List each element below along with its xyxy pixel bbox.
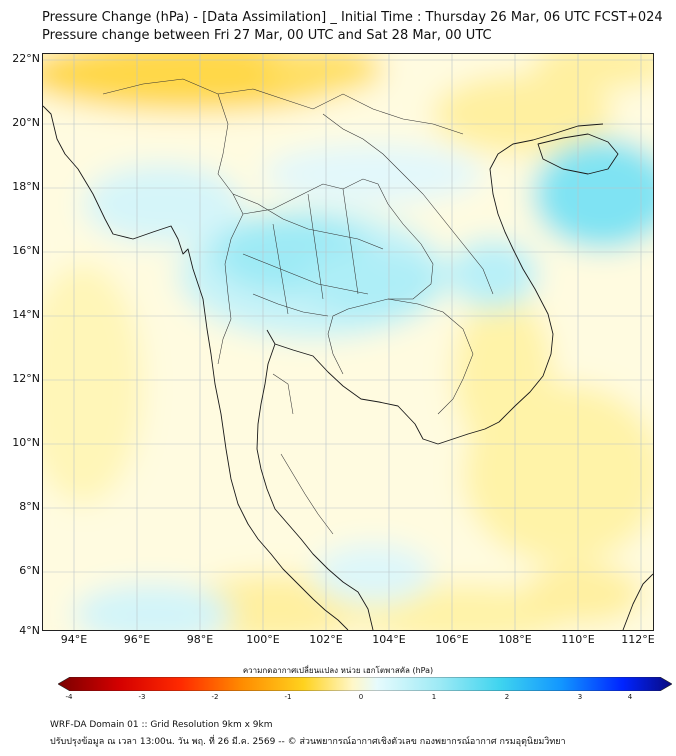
lat-tick-22: 22°N [12, 52, 40, 65]
country-borders [102, 78, 494, 535]
map-canvas [43, 54, 653, 630]
lon-tick-96: 96°E [123, 633, 151, 646]
graticule [43, 54, 653, 630]
cb-tick-m2: -2 [211, 693, 219, 701]
pressure-change-map [42, 53, 654, 631]
map-subtitle: Pressure change between Fri 27 Mar, 00 U… [42, 28, 492, 43]
lon-tick-102: 102°E [309, 633, 343, 646]
lat-tick-8: 8°N [19, 500, 40, 513]
cb-tick-1: 1 [431, 693, 437, 701]
lat-tick-16: 16°N [12, 244, 40, 257]
lat-tick-6: 6°N [19, 564, 40, 577]
lon-tick-98: 98°E [186, 633, 214, 646]
footer-credit: ปรับปรุงข้อมูล ณ เวลา 13:00น. วัน พฤ. ที… [50, 737, 566, 747]
lon-tick-104: 104°E [372, 633, 406, 646]
footer-model-info: WRF-DA Domain 01 :: Grid Resolution 9km … [50, 720, 273, 730]
colorbar [58, 677, 672, 691]
lat-tick-10: 10°N [12, 436, 40, 449]
lon-tick-100: 100°E [246, 633, 280, 646]
cb-tick-3: 3 [577, 693, 583, 701]
lon-tick-110: 110°E [561, 633, 595, 646]
cb-tick-0: 0 [358, 693, 364, 701]
colorbar-gradient [58, 677, 672, 691]
lon-tick-112: 112°E [621, 633, 655, 646]
lon-tick-94: 94°E [60, 633, 88, 646]
colorbar-title: ความกดอากาศเปลี่ยนแปลง หน่วย เฮกโตพาสคัล… [242, 666, 434, 675]
cb-tick-4: 4 [627, 693, 633, 701]
lat-tick-14: 14°N [12, 308, 40, 321]
cb-tick-m4: -4 [65, 693, 73, 701]
lat-tick-12: 12°N [12, 372, 40, 385]
lat-tick-20: 20°N [12, 116, 40, 129]
lon-tick-108: 108°E [498, 633, 532, 646]
lon-tick-106: 106°E [435, 633, 469, 646]
cb-tick-2: 2 [504, 693, 510, 701]
coastlines [43, 105, 653, 630]
map-title: Pressure Change (hPa) - [Data Assimilati… [42, 10, 663, 25]
pressure-field [43, 54, 653, 630]
cb-tick-m3: -3 [138, 693, 146, 701]
lat-tick-4: 4°N [19, 624, 40, 637]
lat-tick-18: 18°N [12, 180, 40, 193]
cb-tick-m1: -1 [284, 693, 292, 701]
